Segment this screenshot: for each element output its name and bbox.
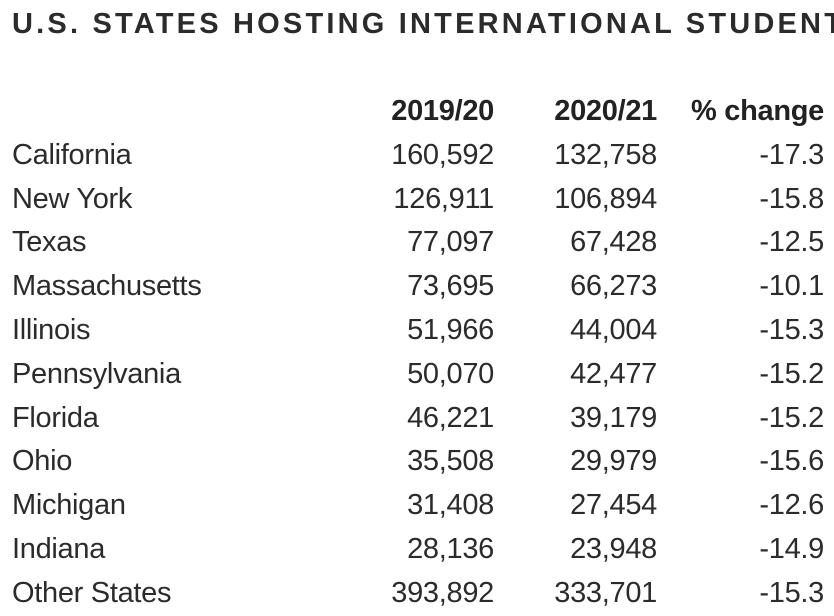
value-2019-20-cell: 28,136 bbox=[407, 532, 494, 565]
state-cell: Ohio bbox=[12, 445, 73, 478]
value-2019-20-cell: 46,221 bbox=[407, 401, 494, 434]
value-2019-20-cell: 73,695 bbox=[407, 270, 494, 303]
table-row: Pennsylvania 50,070 42,477 -15.2 bbox=[12, 353, 824, 397]
value-2020-21-cell: 66,273 bbox=[570, 270, 657, 303]
state-cell: Pennsylvania bbox=[12, 357, 181, 390]
pct-change-cell: -15.6 bbox=[759, 445, 824, 478]
state-cell: New York bbox=[12, 182, 133, 215]
state-cell: Indiana bbox=[12, 532, 106, 565]
table-row: Florida 46,221 39,179 -15.2 bbox=[12, 397, 824, 441]
pct-change-cell: -15.2 bbox=[759, 401, 824, 434]
value-2020-21-cell: 23,948 bbox=[570, 532, 657, 565]
pct-change-cell: -15.8 bbox=[759, 182, 824, 215]
state-cell: Texas bbox=[12, 226, 87, 259]
value-2020-21-cell: 42,477 bbox=[570, 357, 657, 390]
state-cell: Michigan bbox=[12, 489, 126, 522]
column-header-pct-change: % change bbox=[691, 95, 824, 127]
header-row: 2019/20 2020/21 % change bbox=[12, 90, 824, 134]
table-row: Other States 393,892 333,701 -15.3 bbox=[12, 572, 824, 616]
value-2019-20-cell: 393,892 bbox=[391, 576, 494, 609]
value-2020-21-cell: 333,701 bbox=[554, 576, 657, 609]
chart-title: U.S. STATES HOSTING INTERNATIONAL STUDEN… bbox=[12, 8, 834, 40]
pct-change-cell: -14.9 bbox=[759, 532, 824, 565]
value-2020-21-cell: 39,179 bbox=[570, 401, 657, 434]
column-header-state bbox=[12, 90, 332, 134]
value-2019-20-cell: 160,592 bbox=[391, 138, 494, 171]
value-2020-21-cell: 67,428 bbox=[570, 226, 657, 259]
value-2019-20-cell: 31,408 bbox=[407, 489, 494, 522]
pct-change-cell: -12.6 bbox=[759, 489, 824, 522]
value-2019-20-cell: 35,508 bbox=[407, 445, 494, 478]
state-cell: Massachusetts bbox=[12, 270, 202, 303]
value-2020-21-cell: 106,894 bbox=[554, 182, 657, 215]
table-row: Ohio 35,508 29,979 -15.6 bbox=[12, 440, 824, 484]
pct-change-cell: -15.3 bbox=[759, 313, 824, 346]
value-2020-21-cell: 132,758 bbox=[554, 138, 657, 171]
pct-change-cell: -15.3 bbox=[759, 576, 824, 609]
table-row: New York 126,911 106,894 -15.8 bbox=[12, 178, 824, 222]
state-cell: California bbox=[12, 138, 132, 171]
state-cell: Florida bbox=[12, 401, 99, 434]
column-header-2020-21: 2020/21 bbox=[554, 95, 657, 127]
table-row: Illinois 51,966 44,004 -15.3 bbox=[12, 309, 824, 353]
state-cell: Illinois bbox=[12, 313, 91, 346]
value-2019-20-cell: 77,097 bbox=[407, 226, 494, 259]
table-row: Texas 77,097 67,428 -12.5 bbox=[12, 221, 824, 265]
value-2020-21-cell: 44,004 bbox=[570, 313, 657, 346]
pct-change-cell: -10.1 bbox=[759, 270, 824, 303]
value-2019-20-cell: 50,070 bbox=[407, 357, 494, 390]
table-row: Michigan 31,408 27,454 -12.6 bbox=[12, 484, 824, 528]
state-cell: Other States bbox=[12, 576, 172, 609]
value-2020-21-cell: 27,454 bbox=[570, 489, 657, 522]
value-2020-21-cell: 29,979 bbox=[570, 445, 657, 478]
value-2019-20-cell: 51,966 bbox=[407, 313, 494, 346]
data-table: 2019/20 2020/21 % change California 160,… bbox=[12, 90, 824, 616]
table-row: Massachusetts 73,695 66,273 -10.1 bbox=[12, 265, 824, 309]
table-row: California 160,592 132,758 -17.3 bbox=[12, 134, 824, 178]
pct-change-cell: -12.5 bbox=[759, 226, 824, 259]
pct-change-cell: -17.3 bbox=[759, 138, 824, 171]
column-header-2019-20: 2019/20 bbox=[391, 95, 494, 127]
value-2019-20-cell: 126,911 bbox=[393, 182, 494, 215]
table-row: Indiana 28,136 23,948 -14.9 bbox=[12, 528, 824, 572]
pct-change-cell: -15.2 bbox=[759, 357, 824, 390]
